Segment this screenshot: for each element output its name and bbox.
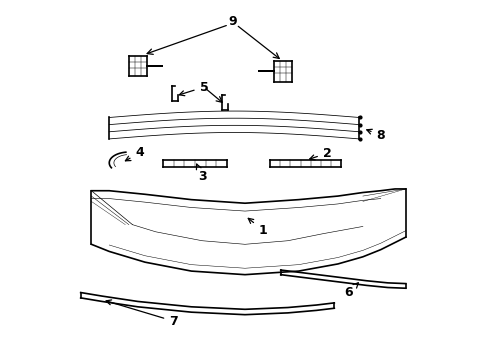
Text: 4: 4 <box>125 147 144 161</box>
Text: 8: 8 <box>367 129 385 142</box>
Text: 5: 5 <box>179 81 208 96</box>
Text: 2: 2 <box>310 147 332 160</box>
Text: 9: 9 <box>228 14 237 27</box>
Text: 1: 1 <box>248 218 267 237</box>
Text: 3: 3 <box>196 164 206 183</box>
Text: 7: 7 <box>106 300 178 328</box>
Text: 6: 6 <box>344 283 358 299</box>
